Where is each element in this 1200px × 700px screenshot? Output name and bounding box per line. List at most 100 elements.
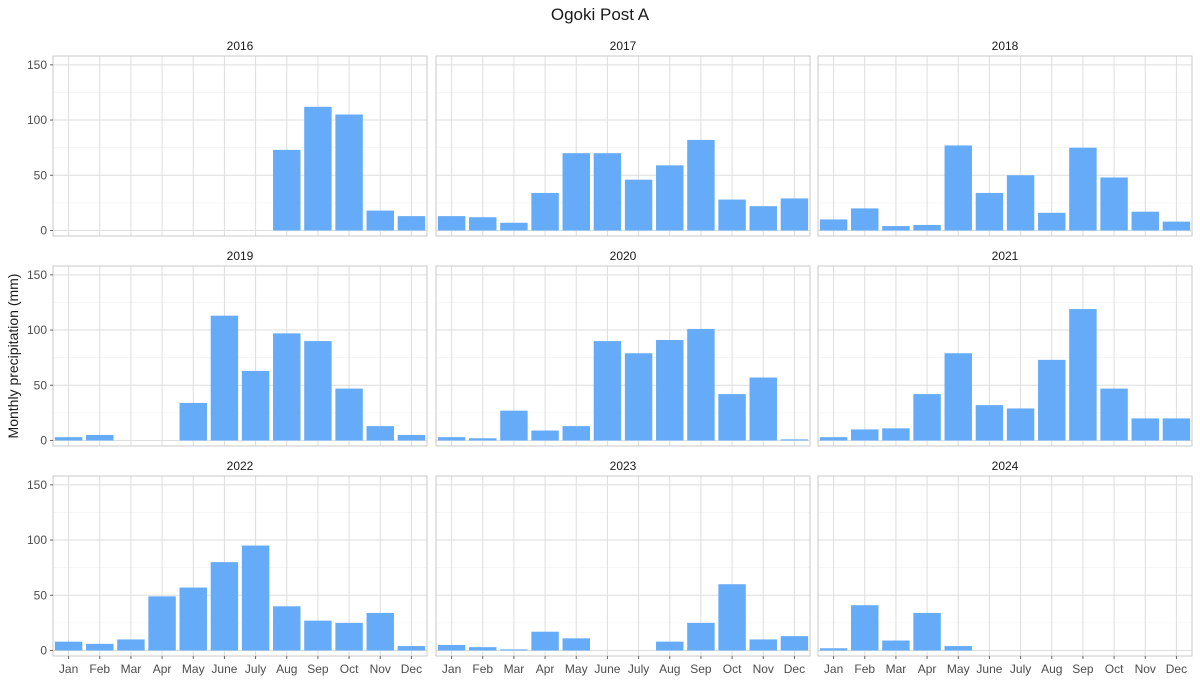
panel-border-2016 (52, 55, 428, 237)
panel-border-2021 (817, 265, 1193, 447)
x-tick-label-Sep: Sep (690, 662, 712, 676)
bar-2022-July (241, 545, 270, 651)
y-tick-label: 100 (27, 323, 47, 337)
bar-2022-Oct (335, 622, 363, 651)
x-tick-label-Mar: Mar (121, 662, 142, 676)
bar-2016-Aug (273, 149, 301, 231)
bar-2018-Oct (1100, 177, 1128, 231)
facet-label-2023: 2023 (610, 459, 637, 473)
x-tick-label-July: July (245, 662, 266, 676)
bar-2020-Mar (500, 410, 528, 441)
bar-2020-Feb (469, 438, 497, 441)
x-tick-label-Jan: Jan (59, 662, 78, 676)
bar-2022-Aug (273, 606, 301, 651)
x-tick-label-Oct: Oct (340, 662, 359, 676)
bar-2021-Sep (1069, 309, 1097, 441)
y-tick-label: 50 (34, 588, 48, 602)
bar-2018-Jan (819, 219, 848, 231)
x-tick-label-June: June (594, 662, 620, 676)
bar-2022-Apr (148, 596, 176, 651)
bar-2022-Feb (86, 643, 114, 651)
facet-label-2018: 2018 (992, 39, 1019, 53)
bar-2021-Oct (1100, 388, 1128, 441)
bar-2017-Feb (469, 217, 497, 231)
chart-title: Ogoki Post A (550, 5, 650, 24)
x-tick-label-Apr: Apr (153, 662, 172, 676)
facet-label-2021: 2021 (992, 249, 1019, 263)
bar-2023-Mar (500, 649, 528, 651)
bar-2023-Feb (469, 647, 497, 651)
bar-2022-Nov (366, 612, 394, 651)
bar-2020-Sep (687, 328, 715, 441)
bar-2020-Oct (718, 394, 746, 441)
bar-2021-July (1006, 408, 1035, 441)
x-tick-label-Feb: Feb (89, 662, 110, 676)
bar-2018-Apr (913, 224, 941, 231)
y-tick-label: 50 (34, 378, 48, 392)
bar-2017-Oct (718, 199, 746, 231)
facet-label-2022: 2022 (227, 459, 254, 473)
bar-2023-Aug (656, 641, 684, 651)
x-tick-label-Feb: Feb (854, 662, 875, 676)
bar-2024-Jan (819, 648, 848, 651)
x-tick-label-June: June (976, 662, 1002, 676)
x-tick-label-Sep: Sep (307, 662, 329, 676)
bar-2019-Feb (86, 434, 114, 441)
y-tick-label: 150 (27, 268, 47, 282)
facet-label-2019: 2019 (227, 249, 254, 263)
bar-2021-Aug (1038, 359, 1066, 441)
bar-2019-May (179, 402, 207, 441)
bar-2020-June (593, 341, 622, 441)
x-tick-label-Dec: Dec (1166, 662, 1187, 676)
bar-2018-Mar (882, 226, 910, 231)
bar-2022-Mar (117, 639, 145, 651)
bar-2019-Sep (304, 341, 332, 441)
x-tick-label-Feb: Feb (472, 662, 493, 676)
bar-2018-June (975, 192, 1004, 231)
bar-2022-June (210, 562, 239, 651)
bar-2017-July (624, 179, 653, 231)
bar-2020-Aug (656, 339, 684, 441)
bar-2017-Dec (780, 198, 809, 231)
bar-2021-Feb (851, 429, 879, 441)
bar-2022-Jan (54, 641, 83, 651)
x-tick-label-Dec: Dec (401, 662, 422, 676)
y-tick-label: 100 (27, 113, 47, 127)
x-tick-label-Sep: Sep (1072, 662, 1094, 676)
bar-2022-Dec (397, 646, 426, 651)
x-tick-label-Aug: Aug (276, 662, 297, 676)
panel-border-2023 (435, 475, 811, 657)
panel-border-2017 (435, 55, 811, 237)
bar-2021-May (944, 353, 972, 441)
bar-2021-Nov (1131, 418, 1159, 441)
bar-2016-Sep (304, 106, 332, 231)
x-tick-label-Aug: Aug (659, 662, 680, 676)
bar-2020-May (562, 426, 590, 441)
panel-border-2024 (817, 475, 1193, 657)
bar-2017-May (562, 153, 590, 231)
bar-2023-May (562, 638, 590, 651)
bar-2024-Mar (882, 640, 910, 651)
bar-2017-Apr (531, 192, 559, 231)
bar-2022-Sep (304, 620, 332, 651)
bar-2019-Oct (335, 388, 363, 441)
panel-border-2018 (817, 55, 1193, 237)
bar-2019-July (241, 370, 270, 441)
bar-2023-Jan (437, 644, 466, 651)
bar-2017-Sep (687, 139, 715, 231)
x-tick-label-Aug: Aug (1041, 662, 1062, 676)
y-tick-label: 100 (27, 533, 47, 547)
bar-2021-Mar (882, 428, 910, 441)
bar-2019-Dec (397, 434, 426, 441)
y-tick-label: 0 (40, 433, 47, 447)
bar-2021-Apr (913, 394, 941, 441)
facet-label-2016: 2016 (227, 39, 254, 53)
x-tick-label-Nov: Nov (1135, 662, 1156, 676)
bar-2019-Nov (366, 426, 394, 441)
bar-2023-Dec (780, 636, 809, 651)
bar-2024-Feb (851, 605, 879, 651)
bar-2016-Nov (366, 210, 394, 231)
bar-2020-July (624, 353, 653, 441)
bar-2020-Dec (780, 439, 809, 441)
